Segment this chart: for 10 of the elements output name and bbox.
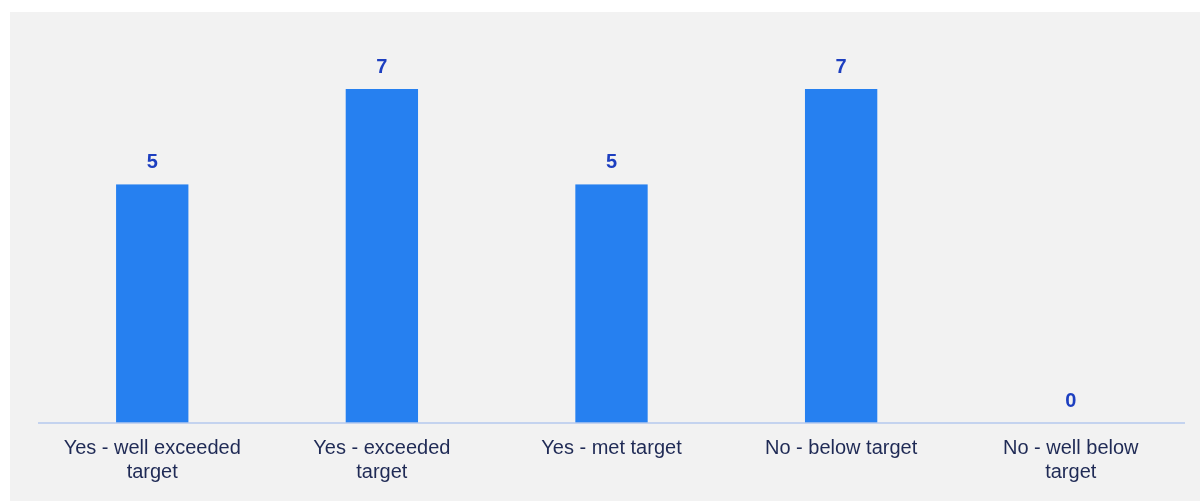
x-tick-label: Yes - exceeded target [313,436,451,482]
x-tick-label: Yes - met target [541,436,683,458]
data-label: 7 [376,55,388,77]
x-tick-label: No - below target [764,436,918,458]
data-label: 5 [146,150,158,173]
x-tick-label: Yes - well exceeded target [63,436,241,482]
data-label: 5 [605,150,618,173]
data-label: 0 [1065,389,1077,411]
x-tick-label: No - well below target [1002,436,1140,482]
data-label: 7 [835,55,847,77]
